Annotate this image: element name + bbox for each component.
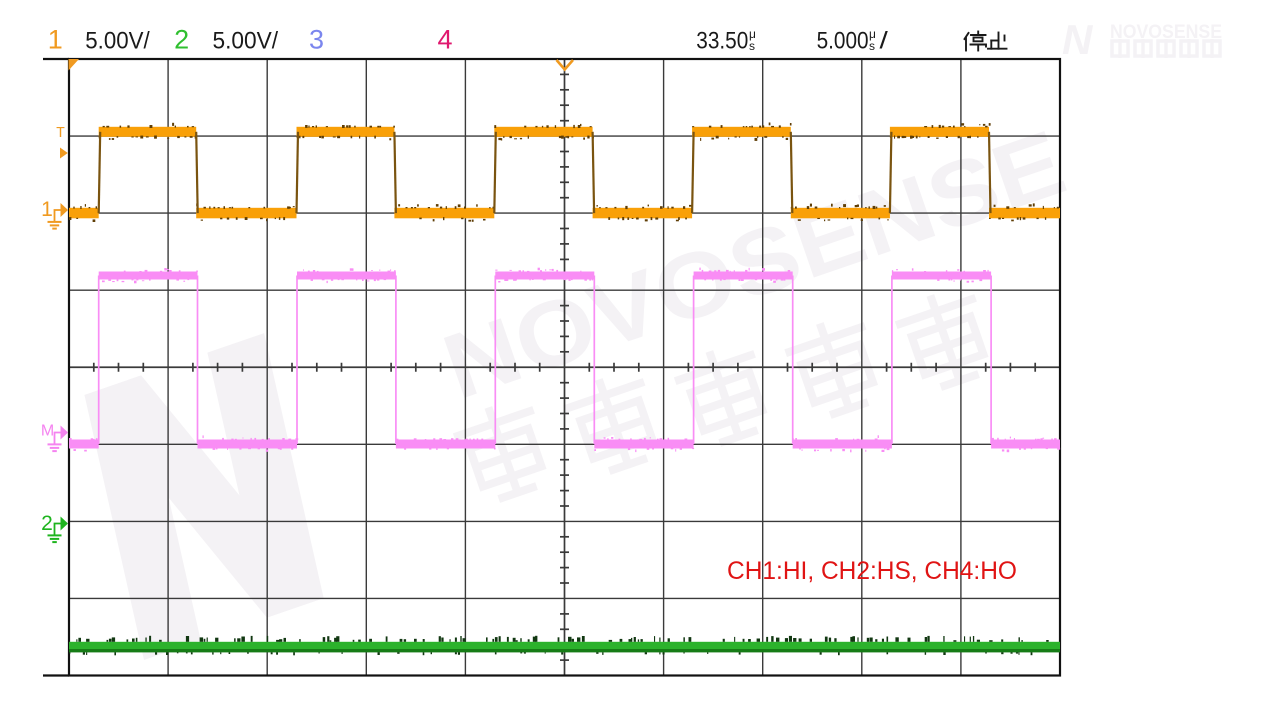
svg-text:2: 2 [174, 25, 189, 55]
svg-text:N: N [1062, 16, 1094, 63]
svg-text:1: 1 [41, 198, 53, 221]
svg-text:5.00V/: 5.00V/ [85, 28, 150, 55]
svg-text:μ: μ [749, 27, 756, 41]
svg-text:s: s [749, 39, 755, 53]
svg-text:/: / [880, 28, 889, 55]
svg-text:3: 3 [309, 25, 324, 55]
svg-text:2: 2 [41, 512, 53, 535]
svg-text:T: T [56, 125, 65, 142]
svg-text:33.50: 33.50 [696, 28, 748, 55]
svg-text:5.000: 5.000 [817, 28, 869, 55]
svg-text:NOVOSENSE: NOVOSENSE [1110, 22, 1222, 43]
svg-text:4: 4 [437, 25, 452, 55]
svg-text:s: s [869, 39, 875, 53]
svg-text:CH1:HI, CH2:HS, CH4:HO: CH1:HI, CH2:HS, CH4:HO [727, 557, 1017, 585]
svg-text:M: M [41, 423, 54, 440]
svg-text:μ: μ [869, 27, 876, 41]
svg-text:1: 1 [48, 25, 63, 55]
svg-text:5.00V/: 5.00V/ [213, 28, 279, 55]
